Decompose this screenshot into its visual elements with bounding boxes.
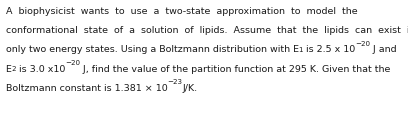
Text: Boltzmann constant is 1.381 × 10: Boltzmann constant is 1.381 × 10 <box>5 84 167 93</box>
Text: J and: J and <box>370 45 397 54</box>
Text: J/K.: J/K. <box>182 84 197 93</box>
Text: conformational  state  of  a  solution  of  lipids.  Assume  that  the  lipids  : conformational state of a solution of li… <box>5 26 408 35</box>
Text: A  biophysicist  wants  to  use  a  two-state  approximation  to  model  the: A biophysicist wants to use a two-state … <box>5 7 357 16</box>
Text: 2: 2 <box>11 66 16 72</box>
Text: J, find the value of the partition function at 295 K. Given that the: J, find the value of the partition funct… <box>80 65 390 74</box>
Text: only two energy states. Using a Boltzmann distribution with E: only two energy states. Using a Boltzman… <box>5 45 299 54</box>
Text: −20: −20 <box>65 60 80 66</box>
Text: −23: −23 <box>167 79 182 85</box>
Text: −20: −20 <box>355 41 370 47</box>
Text: 1: 1 <box>299 47 303 53</box>
Text: E: E <box>5 65 11 74</box>
Text: is 2.5 x 10: is 2.5 x 10 <box>303 45 355 54</box>
Text: is 3.0 x10: is 3.0 x10 <box>16 65 65 74</box>
